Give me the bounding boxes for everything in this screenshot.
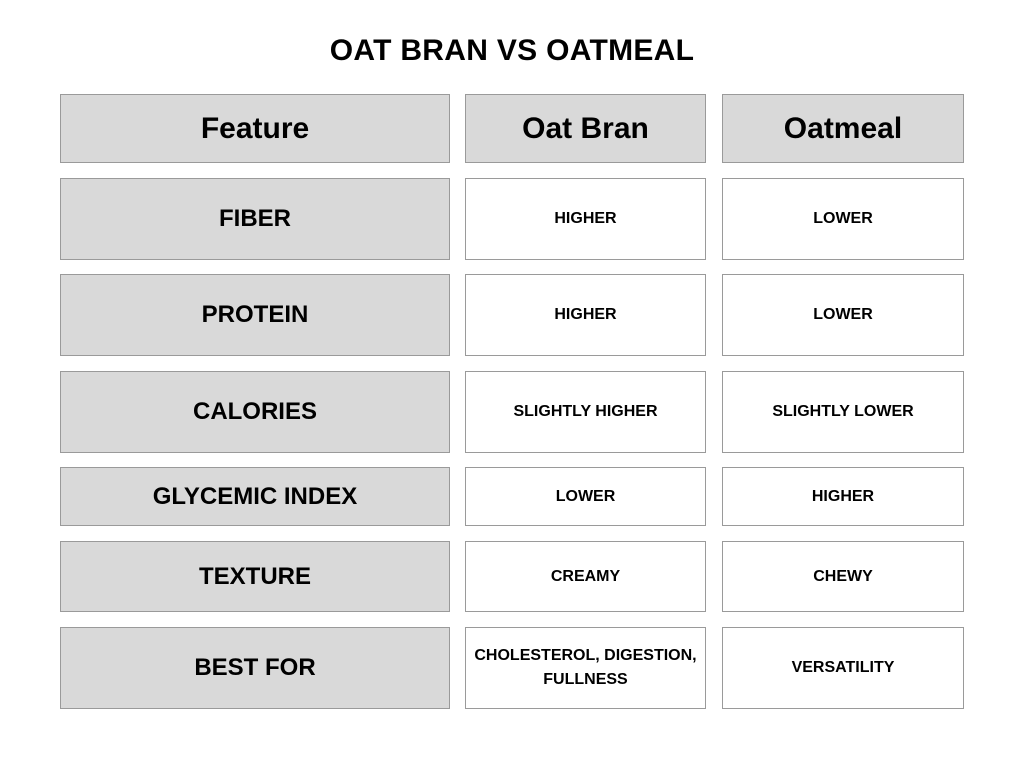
header-oat-bran: Oat Bran <box>465 94 706 163</box>
oatmeal-cell-glycemic-index: HIGHER <box>722 467 964 526</box>
oat-bran-cell-texture: CREAMY <box>465 541 706 612</box>
oatmeal-cell-best-for: VERSATILITY <box>722 627 964 709</box>
oatmeal-cell-protein: LOWER <box>722 274 964 356</box>
feature-cell-calories: CALORIES <box>60 371 450 453</box>
feature-cell-protein: PROTEIN <box>60 274 450 356</box>
oat-bran-cell-fiber: HIGHER <box>465 178 706 260</box>
oat-bran-cell-best-for: CHOLESTEROL, DIGESTION, FULLNESS <box>465 627 706 709</box>
header-feature: Feature <box>60 94 450 163</box>
feature-cell-glycemic-index: GLYCEMIC INDEX <box>60 467 450 526</box>
oat-bran-cell-glycemic-index: LOWER <box>465 467 706 526</box>
oatmeal-cell-calories: SLIGHTLY LOWER <box>722 371 964 453</box>
page-title: OAT BRAN VS OATMEAL <box>329 34 695 67</box>
oat-bran-cell-protein: HIGHER <box>465 274 706 356</box>
feature-cell-fiber: FIBER <box>60 178 450 260</box>
header-oatmeal: Oatmeal <box>722 94 964 163</box>
feature-cell-texture: TEXTURE <box>60 541 450 612</box>
feature-cell-best-for: BEST FOR <box>60 627 450 709</box>
oat-bran-cell-calories: SLIGHTLY HIGHER <box>465 371 706 453</box>
oatmeal-cell-texture: CHEWY <box>722 541 964 612</box>
oatmeal-cell-fiber: LOWER <box>722 178 964 260</box>
